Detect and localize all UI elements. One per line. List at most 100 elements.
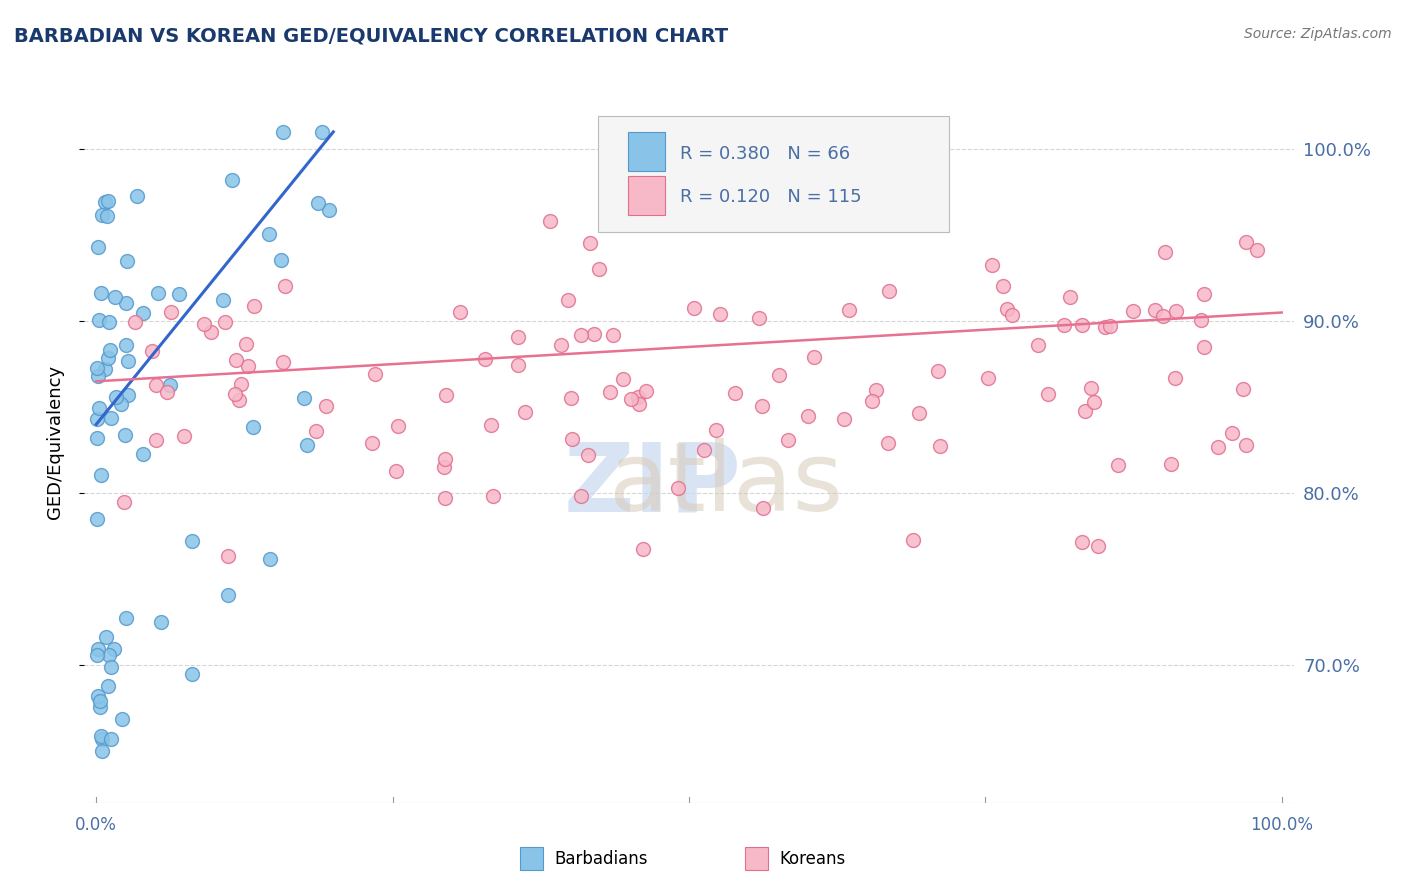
- Point: [363, 367, 385, 381]
- Point: [1220, 425, 1243, 440]
- Point: [599, 385, 621, 400]
- Point: [114, 428, 136, 442]
- Point: [160, 304, 183, 318]
- Point: [1234, 438, 1257, 452]
- Point: [803, 350, 825, 364]
- Point: [976, 371, 998, 385]
- Point: [307, 195, 329, 210]
- Point: [86, 411, 108, 425]
- Point: [100, 410, 122, 425]
- Point: [124, 314, 146, 328]
- Point: [91, 744, 114, 758]
- Point: [1053, 318, 1076, 332]
- Point: [90, 208, 112, 222]
- Point: [433, 460, 456, 475]
- Point: [211, 293, 233, 307]
- Point: [181, 667, 204, 681]
- Point: [550, 338, 572, 352]
- Point: [1071, 318, 1094, 332]
- Point: [87, 642, 110, 657]
- Point: [631, 541, 654, 556]
- Point: [513, 405, 536, 419]
- Point: [634, 384, 657, 398]
- Point: [1232, 382, 1254, 396]
- Point: [117, 353, 139, 368]
- Point: [217, 588, 239, 602]
- Point: [628, 397, 651, 411]
- Point: [97, 351, 120, 365]
- Point: [1080, 381, 1102, 395]
- Point: [145, 378, 167, 392]
- Point: [167, 286, 190, 301]
- Point: [90, 468, 112, 483]
- Point: [295, 438, 318, 452]
- Point: [751, 399, 773, 413]
- Point: [434, 491, 457, 505]
- Point: [305, 424, 328, 438]
- Point: [270, 252, 292, 267]
- Point: [571, 328, 593, 343]
- Point: [105, 391, 128, 405]
- Point: [87, 369, 110, 384]
- Point: [704, 423, 727, 437]
- Point: [97, 679, 120, 693]
- Point: [156, 385, 179, 400]
- Bar: [628, 176, 665, 215]
- Point: [1122, 303, 1144, 318]
- Point: [709, 307, 731, 321]
- Point: [217, 549, 239, 564]
- Point: [865, 383, 887, 397]
- Point: [579, 236, 602, 251]
- Point: [89, 694, 111, 708]
- Point: [145, 433, 167, 447]
- Point: [86, 648, 108, 663]
- Point: [115, 611, 138, 625]
- Point: [576, 448, 599, 462]
- Point: [612, 372, 634, 386]
- FancyBboxPatch shape: [599, 116, 949, 232]
- Point: [877, 284, 900, 298]
- Point: [86, 361, 108, 376]
- Point: [103, 642, 125, 657]
- Point: [89, 401, 111, 415]
- Point: [1246, 244, 1268, 258]
- Point: [1164, 303, 1187, 318]
- Point: [561, 432, 583, 446]
- Point: [111, 712, 134, 726]
- Point: [236, 359, 259, 373]
- Point: [89, 699, 111, 714]
- Text: ZIP: ZIP: [564, 438, 741, 532]
- Point: [1070, 534, 1092, 549]
- Point: [569, 490, 592, 504]
- Point: [98, 343, 121, 358]
- Point: [1152, 309, 1174, 323]
- Point: [100, 731, 122, 746]
- Point: [86, 431, 108, 445]
- Point: [318, 203, 340, 218]
- Text: BARBADIAN VS KOREAN GED/EQUIVALENCY CORRELATION CHART: BARBADIAN VS KOREAN GED/EQUIVALENCY CORR…: [14, 27, 728, 45]
- Point: [538, 214, 561, 228]
- Point: [200, 326, 222, 340]
- Point: [228, 392, 250, 407]
- Point: [506, 330, 529, 344]
- Point: [115, 337, 138, 351]
- Point: [224, 386, 246, 401]
- Point: [242, 299, 264, 313]
- Point: [132, 447, 155, 461]
- Point: [221, 173, 243, 187]
- Point: [1094, 319, 1116, 334]
- Point: [225, 353, 247, 368]
- Point: [449, 305, 471, 319]
- Point: [387, 418, 409, 433]
- Point: [93, 361, 115, 376]
- Point: [474, 352, 496, 367]
- Point: [1073, 404, 1095, 418]
- Point: [693, 442, 716, 457]
- Point: [114, 296, 136, 310]
- Point: [1160, 457, 1182, 471]
- Point: [676, 213, 699, 227]
- Point: [96, 209, 118, 223]
- Point: [1087, 540, 1109, 554]
- Point: [797, 409, 820, 423]
- Point: [481, 489, 503, 503]
